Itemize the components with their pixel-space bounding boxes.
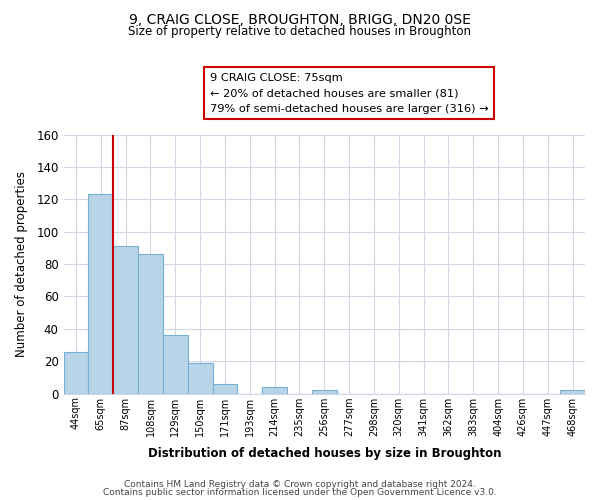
Bar: [64, 352, 88, 394]
Text: Contains HM Land Registry data © Crown copyright and database right 2024.: Contains HM Land Registry data © Crown c…: [124, 480, 476, 489]
Text: Size of property relative to detached houses in Broughton: Size of property relative to detached ho…: [128, 25, 472, 38]
Text: 9, CRAIG CLOSE, BROUGHTON, BRIGG, DN20 0SE: 9, CRAIG CLOSE, BROUGHTON, BRIGG, DN20 0…: [129, 12, 471, 26]
Text: 9 CRAIG CLOSE: 75sqm
← 20% of detached houses are smaller (81)
79% of semi-detac: 9 CRAIG CLOSE: 75sqm ← 20% of detached h…: [209, 72, 488, 114]
Bar: [188, 363, 212, 394]
Bar: [163, 336, 188, 394]
Bar: [560, 390, 585, 394]
Bar: [312, 390, 337, 394]
Text: Contains public sector information licensed under the Open Government Licence v3: Contains public sector information licen…: [103, 488, 497, 497]
Bar: [212, 384, 238, 394]
Y-axis label: Number of detached properties: Number of detached properties: [15, 171, 28, 357]
X-axis label: Distribution of detached houses by size in Broughton: Distribution of detached houses by size …: [148, 447, 501, 460]
Bar: [138, 254, 163, 394]
Bar: [262, 387, 287, 394]
Bar: [113, 246, 138, 394]
Bar: [88, 194, 113, 394]
